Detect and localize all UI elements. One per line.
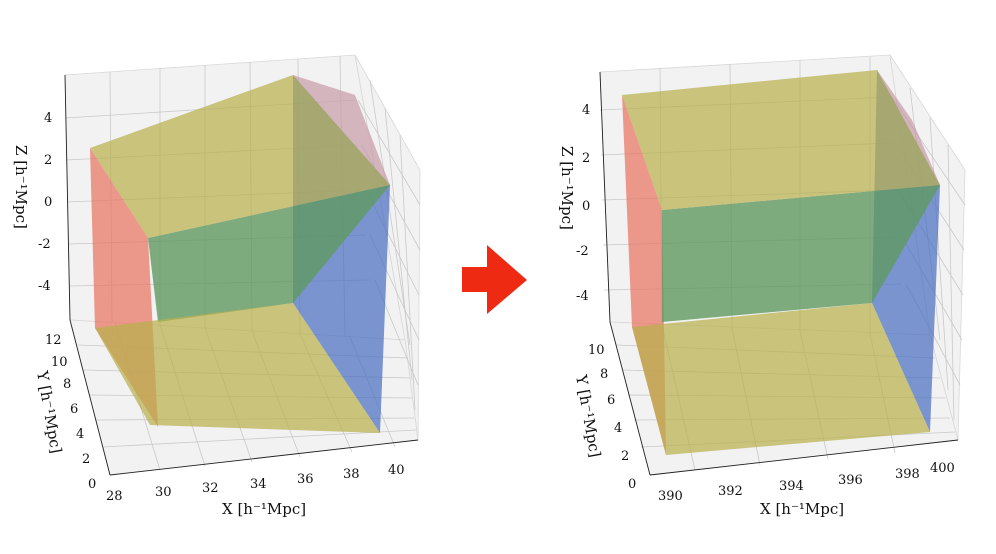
right-y-tick: 8 bbox=[600, 367, 608, 382]
left-pink-edge-face bbox=[293, 75, 390, 185]
left-y-tick: 4 bbox=[76, 427, 84, 442]
right-z-ticks: -4 -2 0 2 4 bbox=[576, 103, 590, 304]
left-x-tick: 28 bbox=[106, 489, 123, 504]
right-x-tick: 398 bbox=[895, 467, 920, 482]
right-z-tick: -4 bbox=[576, 289, 589, 304]
left-y-ticks: 0 2 4 6 8 10 12 bbox=[45, 333, 96, 492]
right-y-tick: 6 bbox=[607, 393, 615, 408]
right-z-tick: 4 bbox=[582, 103, 590, 118]
right-z-axis-label: Z [h⁻¹Mpc] bbox=[558, 146, 576, 230]
left-green-face bbox=[148, 185, 390, 322]
right-green-face bbox=[662, 185, 940, 322]
right-yellow-floor-face bbox=[632, 303, 930, 455]
left-x-tick: 30 bbox=[155, 485, 172, 500]
left-y-tick: 2 bbox=[82, 452, 90, 467]
left-x-tick: 34 bbox=[250, 477, 267, 492]
right-x-tick: 396 bbox=[838, 473, 863, 488]
left-z-ticks: -4 -2 0 2 4 bbox=[38, 111, 52, 294]
left-z-tick: 0 bbox=[44, 195, 52, 210]
left-z-tick: -4 bbox=[38, 279, 51, 294]
right-y-tick: 2 bbox=[621, 449, 629, 464]
left-z-tick: 2 bbox=[44, 153, 52, 168]
left-y-axis-label: Y [h⁻¹Mpc] bbox=[33, 369, 65, 455]
left-x-ticks: 28 30 32 34 36 38 40 bbox=[106, 463, 405, 504]
right-arrow-icon bbox=[462, 245, 527, 314]
right-x-axis-label: X [h⁻¹Mpc] bbox=[760, 500, 844, 518]
right-x-tick: 394 bbox=[779, 479, 804, 494]
right-x-tick: 392 bbox=[718, 484, 743, 499]
right-y-axis-label: Y [h⁻¹Mpc] bbox=[572, 373, 604, 459]
right-z-tick: -2 bbox=[576, 244, 589, 259]
left-z-tick: 4 bbox=[44, 111, 52, 126]
right-y-tick: 10 bbox=[588, 343, 605, 358]
right-y-ticks: 0 2 4 6 8 10 bbox=[588, 343, 636, 492]
left-x-tick: 38 bbox=[343, 467, 360, 482]
right-z-tick: 0 bbox=[582, 199, 590, 214]
right-plot: 390 392 394 396 398 400 0 2 4 6 8 10 -4 … bbox=[558, 54, 966, 518]
right-pink-edge-face bbox=[877, 70, 940, 185]
left-x-tick: 32 bbox=[202, 481, 219, 496]
left-z-axis-label: Z [h⁻¹Mpc] bbox=[12, 145, 30, 229]
left-y-tick: 0 bbox=[88, 477, 96, 492]
right-y-tick: 0 bbox=[628, 477, 636, 492]
left-plot: 28 30 32 34 36 38 40 0 2 4 6 8 10 12 -4 … bbox=[12, 54, 421, 518]
left-y-tick: 6 bbox=[70, 402, 78, 417]
left-x-tick: 36 bbox=[297, 472, 314, 487]
right-z-tick: 2 bbox=[582, 151, 590, 166]
right-y-tick: 4 bbox=[614, 421, 622, 436]
right-x-tick: 390 bbox=[658, 489, 683, 504]
left-z-tick: -2 bbox=[38, 237, 51, 252]
left-y-tick: 8 bbox=[63, 377, 71, 392]
left-x-tick: 40 bbox=[388, 463, 405, 478]
left-y-tick: 12 bbox=[45, 333, 62, 348]
left-x-axis-label: X [h⁻¹Mpc] bbox=[222, 500, 306, 518]
left-yellow-floor-face bbox=[95, 303, 380, 433]
right-x-ticks: 390 392 394 396 398 400 bbox=[658, 461, 955, 504]
right-x-tick: 400 bbox=[930, 461, 955, 476]
left-yellow-top-face bbox=[90, 75, 390, 238]
left-y-tick: 10 bbox=[51, 355, 68, 370]
right-yellow-top-face bbox=[622, 70, 940, 210]
